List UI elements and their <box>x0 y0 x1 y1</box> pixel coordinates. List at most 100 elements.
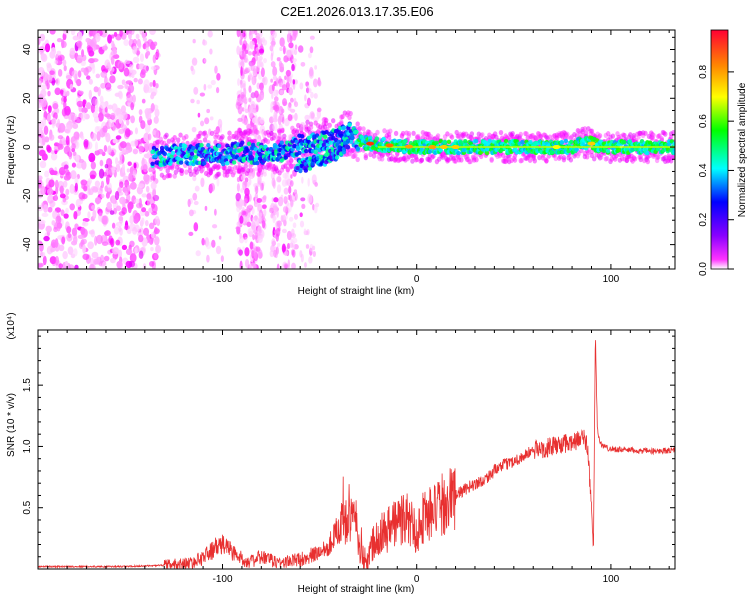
spectrogram-cell <box>239 39 243 46</box>
spectrogram-cell <box>203 58 207 63</box>
spectrogram-cell <box>131 73 135 79</box>
spectrogram-cell <box>194 185 200 192</box>
spectrogram-cell <box>196 99 200 105</box>
spectrogram-cell <box>147 133 152 141</box>
spectrogram-cell <box>294 192 298 201</box>
spectrogram-cell <box>288 42 294 49</box>
spectrogram-cell <box>231 169 237 176</box>
spectrogram-cell <box>117 84 124 90</box>
spectrogram-cell <box>309 46 314 54</box>
spectrogram-cell <box>87 211 91 219</box>
spectrogram-cell <box>299 82 304 90</box>
spectrogram-cell <box>419 157 424 163</box>
spectrogram-cell <box>107 104 113 110</box>
spectrogram-cell <box>65 135 70 146</box>
spectrogram-cell <box>283 251 289 256</box>
spectrogram-cell <box>124 59 131 65</box>
spectrogram-cell <box>195 250 201 257</box>
spectrogram-cell <box>132 38 138 46</box>
spectrogram-cell <box>656 154 661 160</box>
spectrogram-cell <box>532 158 537 164</box>
spectrogram-cell <box>124 128 131 138</box>
spectrogram-cell <box>109 70 114 76</box>
spectrogram-cell <box>263 57 267 64</box>
spectrogram-cell <box>538 134 543 140</box>
spectrogram-cell <box>126 194 131 203</box>
spectrogram-cell <box>119 171 126 178</box>
spectrogram-cell <box>270 61 276 68</box>
spectrogram-cell <box>252 138 258 144</box>
spectrogram-cell <box>273 249 277 258</box>
spectrogram-cell <box>50 46 57 56</box>
spectrogram-cell <box>544 158 549 164</box>
spectrogram-cell <box>178 160 184 165</box>
spectrogram-cell <box>81 160 87 170</box>
spectrogram-cell <box>299 250 303 258</box>
spectrogram-cell <box>94 150 100 156</box>
spectrogram-cell <box>276 184 282 194</box>
spectrogram-cell <box>99 95 104 104</box>
spectrogram-cell <box>91 58 99 63</box>
spectrogram-cell <box>252 263 257 269</box>
snr-y-tick-label: 0.5 <box>22 500 33 514</box>
spectrogram-cell <box>214 65 218 74</box>
spectrogram-cell <box>101 45 108 51</box>
spectrogram-cell <box>43 235 50 242</box>
spectrogram-cell <box>150 175 155 181</box>
spectrogram-cell <box>41 212 49 218</box>
spectrogram-cell <box>296 122 301 129</box>
spectrogram-cell <box>414 156 420 163</box>
spectrogram-cell <box>604 155 610 161</box>
spectrogram-cell <box>44 136 50 143</box>
spectrogram-cell <box>271 177 276 187</box>
spectrogram-cell <box>435 133 441 139</box>
spectrogram-cell <box>143 83 150 94</box>
spectrogram-cell <box>239 79 243 85</box>
spectrogram-cell <box>311 174 317 185</box>
spectrogram-cell <box>145 42 149 53</box>
spectrogram-cell <box>215 87 220 94</box>
spectrogram-cell <box>627 139 632 144</box>
spectrogram-cell <box>237 46 243 52</box>
spectrogram-cell <box>125 80 133 85</box>
spectrogram-cell <box>284 171 290 182</box>
spectrogram-cell <box>138 41 142 48</box>
spectrogram-cell <box>214 146 219 152</box>
spectrogram-cell <box>85 102 92 110</box>
spectrogram-cell <box>132 148 139 155</box>
spectrogram-cell <box>247 51 253 56</box>
spectrogram-cell <box>260 67 265 78</box>
spectrogram-cell <box>92 209 97 220</box>
spectrogram-cell <box>271 37 276 48</box>
spectrogram-cell <box>227 130 232 136</box>
snr-x-label: Height of straight line (km) <box>298 584 415 595</box>
spectrogram-cell <box>355 121 360 127</box>
spectrogram-cell <box>119 196 126 205</box>
spectrogram-cell <box>272 132 278 138</box>
spectrogram-cell <box>279 37 285 47</box>
spectrogram-cell <box>312 245 316 251</box>
spectrogram-cell <box>375 129 380 136</box>
snr-x-tick-label: 100 <box>603 574 620 585</box>
snr-series-line <box>38 340 675 569</box>
spectrogram-cell <box>269 44 274 52</box>
spectrogram-cell <box>403 139 408 144</box>
spectrogram-cell <box>242 246 245 251</box>
spectrogram-cell <box>72 151 77 157</box>
spectrogram-cell <box>111 222 116 229</box>
spectrogram-cell <box>305 81 310 87</box>
spectrogram-cell <box>663 131 668 137</box>
spectrogram-cell <box>210 79 216 86</box>
spectrogram-cell <box>209 48 213 55</box>
spectrogram-cell <box>282 206 288 213</box>
spectrogram-cell <box>162 151 168 157</box>
spectrogram-cell <box>209 130 215 136</box>
spectrogram-cell <box>245 168 251 174</box>
spectrogram-cell <box>585 154 590 160</box>
spectrogram-cell <box>162 174 167 181</box>
spectrogram-cell <box>155 130 160 139</box>
spectrogram-cell <box>277 115 282 126</box>
spectrogram-cell <box>59 193 66 199</box>
spectrogram-cell <box>54 255 60 266</box>
spectrogram-cell <box>49 30 56 35</box>
